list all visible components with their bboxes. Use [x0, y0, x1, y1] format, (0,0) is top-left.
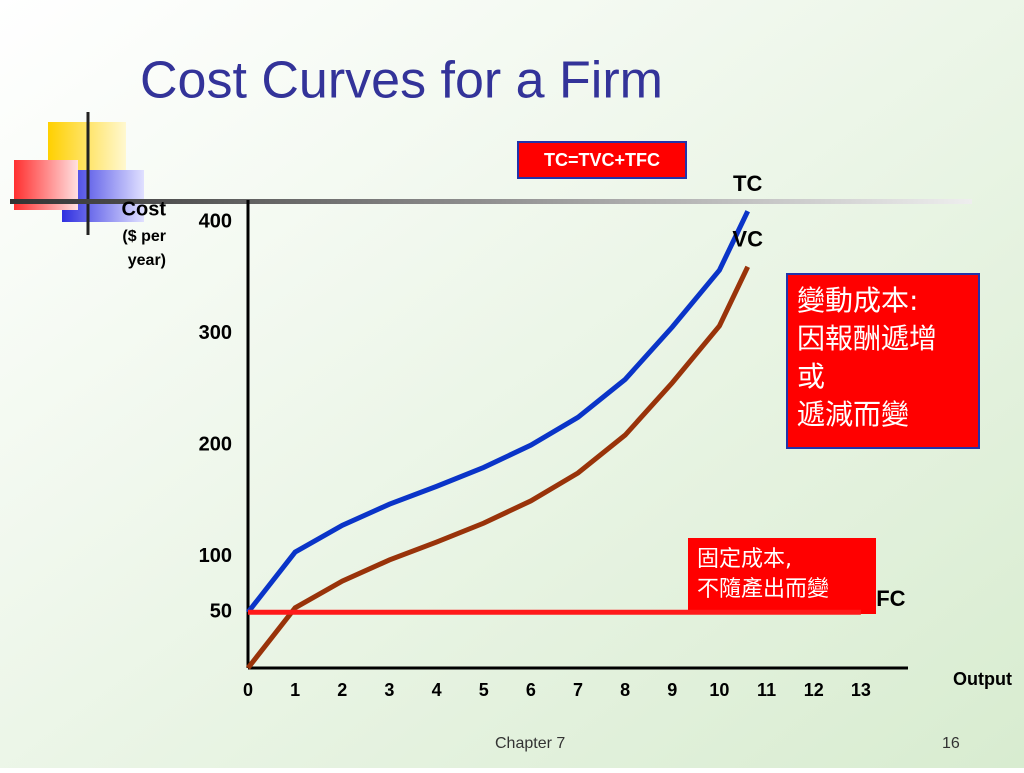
series-label: FC — [876, 586, 905, 611]
annotation: 因報酬遞增 — [797, 322, 937, 355]
annotation: 或 — [797, 360, 825, 393]
y-tick-label: 50 — [210, 601, 232, 623]
x-tick-label: 8 — [620, 680, 630, 700]
x-tick-label: 2 — [337, 680, 347, 700]
annotation: 不隨產出而變 — [697, 577, 829, 602]
series-label: TC — [733, 171, 762, 196]
x-tick-label: 10 — [709, 680, 729, 700]
series-line — [246, 210, 750, 614]
page-number: 16 — [942, 735, 960, 752]
y-tick-label: 400 — [199, 211, 232, 233]
x-tick-label: 3 — [384, 680, 394, 700]
x-tick-label: 12 — [804, 680, 824, 700]
y-axis-label: ($ per — [122, 228, 166, 245]
x-tick-label: 11 — [757, 680, 776, 700]
x-tick-label: 13 — [851, 680, 871, 700]
x-tick-label: 9 — [667, 680, 677, 700]
annotation: 固定成本, — [697, 547, 792, 572]
series-line — [246, 265, 750, 670]
series-label: VC — [732, 227, 763, 252]
x-tick-label: 0 — [243, 680, 253, 700]
x-tick-label: 6 — [526, 680, 536, 700]
x-tick-label: 4 — [432, 680, 442, 700]
x-tick-label: 5 — [479, 680, 489, 700]
title: Cost Curves for a Firm — [140, 52, 663, 110]
annotation: 遞減而變 — [797, 398, 909, 431]
y-tick-label: 300 — [199, 322, 232, 344]
formula: TC=TVC+TFC — [544, 150, 660, 170]
decor — [10, 199, 972, 204]
formula-box — [517, 141, 687, 179]
y-tick-label: 100 — [199, 545, 232, 567]
x-tick-label: 7 — [573, 680, 583, 700]
x-tick-label: 1 — [290, 680, 300, 700]
annotation-box — [688, 538, 876, 614]
annotation-box — [786, 273, 980, 449]
y-axis-label: Cost — [122, 198, 167, 220]
footer: Chapter 7 — [495, 735, 565, 752]
x-axis-label: Output — [953, 669, 1012, 689]
y-tick-label: 200 — [199, 433, 232, 455]
annotation: 變動成本: — [797, 284, 918, 317]
y-axis-label: year) — [128, 252, 166, 269]
